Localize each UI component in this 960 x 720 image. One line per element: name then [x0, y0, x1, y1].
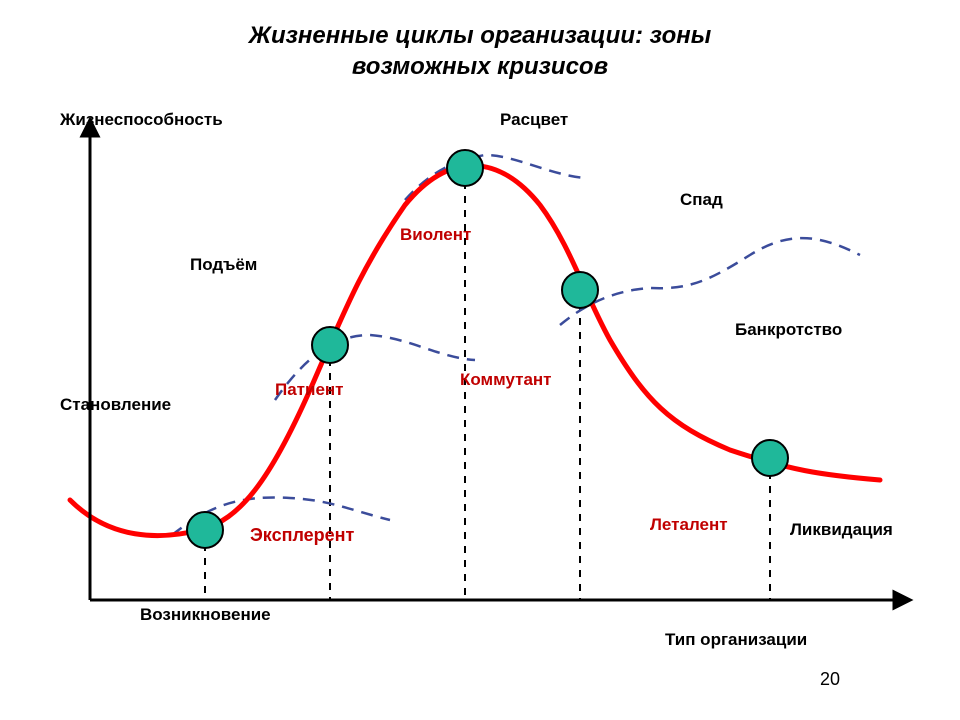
label-vozniknovenie: Возникновение [140, 605, 271, 625]
label-letalent: Леталент [650, 515, 728, 535]
label-violent: Виолент [400, 225, 471, 245]
node-kommutant [562, 272, 598, 308]
label-kommutant: Коммутант [460, 370, 552, 390]
y-axis-label: Жизнеспособность [60, 110, 223, 130]
label-stanovlenie: Становление [60, 395, 171, 415]
node-letalent [752, 440, 788, 476]
lifecycle-main-curve [70, 166, 880, 536]
title-line-1: Жизненные циклы организации: зоны [249, 22, 712, 49]
label-raschvet: Расцвет [500, 110, 568, 130]
node-patient [312, 327, 348, 363]
slide-title: Жизненные циклы организации: зоны возмож… [0, 20, 960, 82]
label-likvidacia: Ликвидация [790, 520, 893, 540]
label-bankrotstvo: Банкротство [735, 320, 842, 340]
node-violent [447, 150, 483, 186]
slide-number: 20 [820, 669, 840, 690]
crisis-curve-3 [560, 238, 860, 325]
node-eksplerent [187, 512, 223, 548]
x-axis-label: Тип организации [665, 630, 807, 650]
label-eksplerent: Эксплерент [250, 525, 354, 546]
slide-container: Жизненные циклы организации: зоны возмож… [0, 0, 960, 720]
title-line-2: возможных кризисов [352, 53, 608, 80]
label-patient: Патиент [275, 380, 344, 400]
label-spad: Спад [680, 190, 723, 210]
label-podem: Подъём [190, 255, 257, 275]
